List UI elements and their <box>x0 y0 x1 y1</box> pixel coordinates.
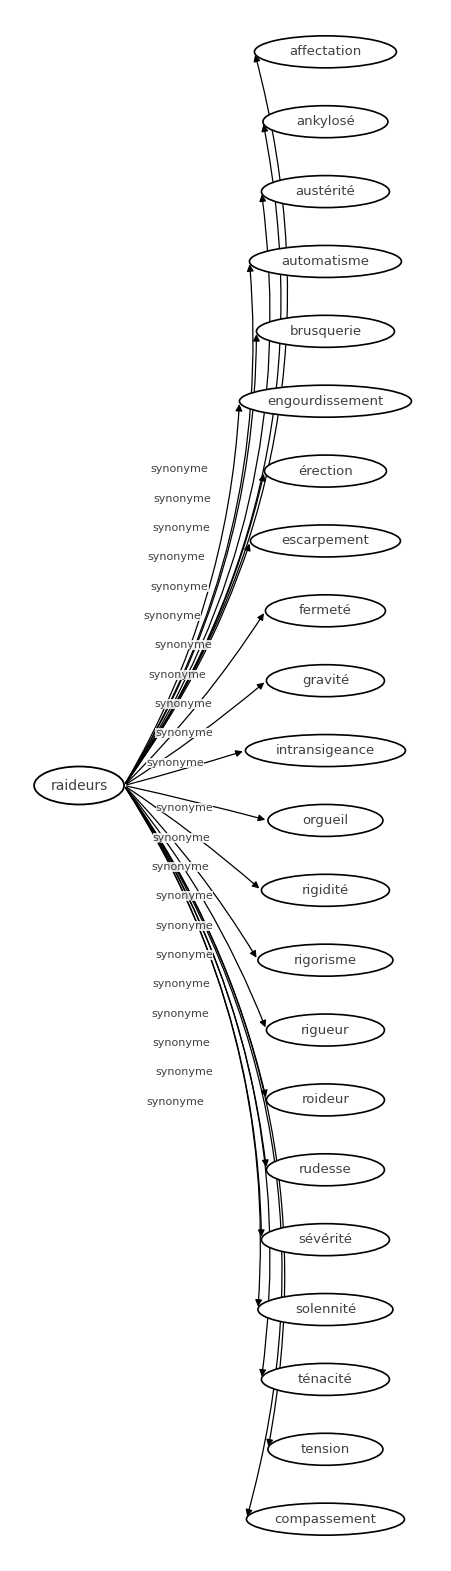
Text: synonyme: synonyme <box>154 699 212 709</box>
FancyArrowPatch shape <box>126 787 258 888</box>
FancyArrowPatch shape <box>126 683 262 784</box>
Ellipse shape <box>246 1503 404 1535</box>
FancyArrowPatch shape <box>125 196 269 784</box>
Text: raideurs: raideurs <box>51 779 107 792</box>
Text: rigidité: rigidité <box>301 884 348 897</box>
Text: synonyme: synonyme <box>150 465 207 474</box>
Ellipse shape <box>266 1084 384 1115</box>
Ellipse shape <box>265 595 385 627</box>
FancyArrowPatch shape <box>125 787 267 1166</box>
Text: fermeté: fermeté <box>299 605 351 617</box>
Text: synonyme: synonyme <box>147 553 205 562</box>
Text: synonyme: synonyme <box>148 669 206 680</box>
Text: austérité: austérité <box>295 185 354 198</box>
Ellipse shape <box>261 1224 389 1255</box>
FancyArrowPatch shape <box>125 474 264 784</box>
Text: synonyme: synonyme <box>155 891 212 902</box>
FancyArrowPatch shape <box>125 787 265 1026</box>
Ellipse shape <box>264 456 386 487</box>
Text: sévérité: sévérité <box>298 1233 352 1246</box>
Ellipse shape <box>262 105 387 138</box>
FancyArrowPatch shape <box>125 265 253 782</box>
Text: synonyme: synonyme <box>153 493 211 504</box>
Text: solennité: solennité <box>294 1302 355 1316</box>
Text: rigorisme: rigorisme <box>293 954 356 966</box>
Text: automatisme: automatisme <box>281 255 368 269</box>
Ellipse shape <box>258 1293 392 1326</box>
Ellipse shape <box>250 525 400 558</box>
Ellipse shape <box>256 316 394 347</box>
Text: synonyme: synonyme <box>155 921 212 930</box>
Text: synonyme: synonyme <box>152 833 210 842</box>
Text: gravité: gravité <box>301 674 348 687</box>
Ellipse shape <box>34 767 124 804</box>
Text: synonyme: synonyme <box>151 581 208 592</box>
FancyArrowPatch shape <box>126 614 262 784</box>
Text: engourdissement: engourdissement <box>267 394 383 408</box>
Text: synonyme: synonyme <box>152 1038 210 1048</box>
FancyArrowPatch shape <box>125 787 281 1514</box>
Text: synonyme: synonyme <box>155 1067 213 1078</box>
FancyArrowPatch shape <box>125 787 263 1235</box>
Ellipse shape <box>261 875 389 906</box>
Text: orgueil: orgueil <box>302 814 348 826</box>
Text: compassement: compassement <box>274 1513 376 1525</box>
FancyArrowPatch shape <box>126 787 255 957</box>
Ellipse shape <box>261 176 389 207</box>
Text: synonyme: synonyme <box>146 757 203 768</box>
Text: rigueur: rigueur <box>300 1024 349 1037</box>
Text: escarpement: escarpement <box>281 534 368 547</box>
Ellipse shape <box>254 36 396 68</box>
Text: synonyme: synonyme <box>152 979 210 990</box>
Text: rudesse: rudesse <box>299 1163 351 1177</box>
Text: érection: érection <box>297 465 352 478</box>
FancyArrowPatch shape <box>125 787 269 1375</box>
FancyArrowPatch shape <box>125 545 249 784</box>
Text: ténacité: ténacité <box>297 1373 352 1386</box>
FancyArrowPatch shape <box>125 787 267 1097</box>
FancyArrowPatch shape <box>125 405 241 782</box>
Text: intransigeance: intransigeance <box>275 745 374 757</box>
FancyArrowPatch shape <box>125 787 284 1445</box>
FancyArrowPatch shape <box>127 751 241 786</box>
Text: brusquerie: brusquerie <box>289 325 361 338</box>
Ellipse shape <box>267 804 382 836</box>
FancyArrowPatch shape <box>125 57 287 784</box>
Ellipse shape <box>266 1013 384 1046</box>
Ellipse shape <box>266 665 384 696</box>
Text: synonyme: synonyme <box>152 523 210 533</box>
FancyArrowPatch shape <box>125 336 258 784</box>
Text: roideur: roideur <box>301 1093 349 1106</box>
Text: ankylosé: ankylosé <box>295 115 354 129</box>
FancyArrowPatch shape <box>127 786 263 820</box>
Ellipse shape <box>267 1433 382 1466</box>
Text: synonyme: synonyme <box>155 950 212 960</box>
Ellipse shape <box>266 1153 384 1186</box>
Text: synonyme: synonyme <box>146 1097 204 1106</box>
Ellipse shape <box>249 245 400 278</box>
Text: affectation: affectation <box>289 46 361 58</box>
FancyArrowPatch shape <box>125 126 281 784</box>
Text: synonyme: synonyme <box>151 1009 209 1018</box>
Text: synonyme: synonyme <box>155 803 213 814</box>
Text: synonyme: synonyme <box>154 641 212 650</box>
Text: tension: tension <box>300 1442 349 1456</box>
Text: synonyme: synonyme <box>151 862 209 872</box>
Ellipse shape <box>261 1364 389 1395</box>
Ellipse shape <box>239 385 410 418</box>
Ellipse shape <box>258 944 392 976</box>
Ellipse shape <box>245 735 405 767</box>
Text: synonyme: synonyme <box>143 611 201 621</box>
Text: synonyme: synonyme <box>155 729 212 738</box>
FancyArrowPatch shape <box>125 787 261 1306</box>
